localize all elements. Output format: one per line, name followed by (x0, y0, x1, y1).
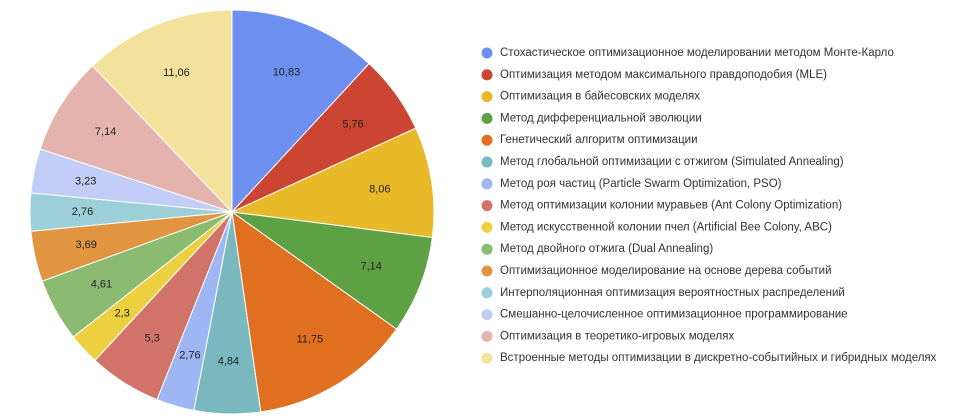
legend-marker (481, 91, 493, 103)
legend-marker (481, 265, 493, 277)
legend-marker (481, 47, 493, 59)
slice-label: 10,83 (273, 67, 301, 79)
legend-marker (481, 243, 493, 255)
legend-label: Оптимизационное моделирование на основе … (500, 265, 832, 277)
slice-label: 5,3 (145, 332, 160, 344)
legend-label: Метод роя частиц (Particle Swarm Optimiz… (500, 178, 782, 190)
legend-label: Оптимизация методом максимального правдо… (500, 69, 827, 81)
legend-label: Метод искусственной колонии пчел (Artifi… (500, 221, 832, 233)
legend-marker (481, 69, 493, 81)
slice-label: 2,76 (179, 349, 200, 361)
slice-label: 4,84 (218, 355, 239, 367)
legend-label: Метод двойного отжига (Dual Annealing) (500, 243, 713, 255)
legend-label: Оптимизация в теоретико-игровых моделях (500, 330, 734, 342)
legend-marker (481, 287, 493, 299)
slice-label: 7,14 (95, 126, 116, 138)
pie-slice (231, 210, 398, 413)
pie-slice (230, 127, 435, 239)
legend-marker (481, 330, 493, 342)
slice-label: 7,14 (361, 260, 382, 272)
pie-slice (91, 9, 233, 214)
legend-marker (481, 112, 493, 124)
slice-label: 11,06 (163, 67, 190, 79)
pie-slice (231, 9, 370, 214)
legend-label: Оптимизация в байесовских моделях (500, 91, 700, 103)
legend-marker (481, 134, 493, 146)
legend-label: Смешанно-целочисленное оптимизационное п… (500, 309, 848, 321)
slice-label: 5,76 (342, 118, 363, 130)
legend-label: Метод оптимизации колонии муравьев (Ant … (500, 200, 842, 212)
slice-label: 8,06 (369, 183, 390, 195)
slice-label: 3,69 (75, 239, 96, 251)
legend-label: Генетический алгоритм оптимизации (500, 134, 698, 146)
legend-marker (481, 221, 493, 233)
slice-label: 4,61 (91, 279, 112, 291)
legend-label: Метод дифференциальной эволюции (500, 112, 702, 124)
slice-label: 3,23 (75, 175, 96, 187)
legend-label: Встроенные методы оптимизации в дискретн… (500, 352, 937, 364)
legend-label: Стохастическое оптимизационное моделиров… (500, 47, 894, 59)
legend-label: Метод глобальной оптимизации с отжигом (… (500, 156, 844, 168)
legend-label: Интерполяционная оптимизация вероятностн… (500, 287, 845, 299)
slice-label: 2,76 (72, 206, 93, 218)
legend-marker (481, 178, 493, 190)
slice-label: 2,3 (115, 307, 130, 319)
pie-slice (39, 65, 233, 213)
slice-label: 11,75 (296, 334, 323, 346)
pie-slice (231, 211, 433, 330)
legend-marker (481, 156, 493, 168)
legend-marker (481, 200, 493, 212)
legend-marker (481, 352, 493, 364)
legend-marker (481, 309, 493, 321)
